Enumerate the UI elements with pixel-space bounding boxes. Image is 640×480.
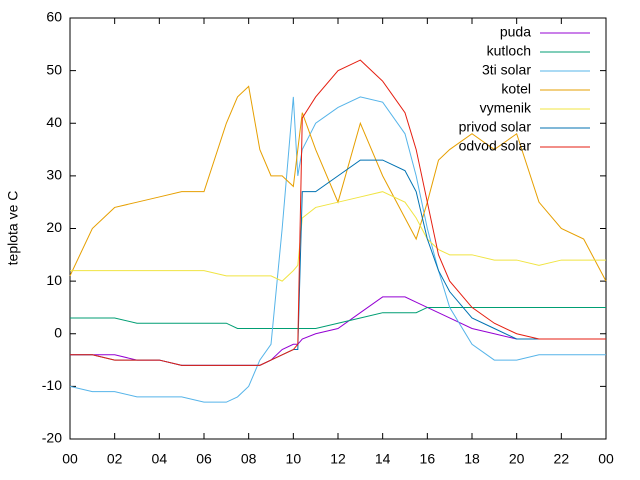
series-line	[70, 191, 606, 282]
x-tick-label: 18	[464, 451, 480, 467]
y-tick-label: 60	[46, 9, 62, 25]
x-tick-label: 14	[375, 451, 391, 467]
series-line	[70, 159, 606, 366]
series-line	[70, 306, 606, 329]
y-axis-label: teplota ve C	[5, 191, 21, 266]
x-tick-label: 10	[286, 451, 302, 467]
legend-label: privod solar	[459, 119, 532, 135]
legend-label: 3ti solar	[482, 62, 531, 78]
y-tick-label: 30	[46, 167, 62, 183]
legend-label: odvod solar	[459, 138, 532, 154]
x-tick-label: 12	[330, 451, 346, 467]
legend-label: kotel	[501, 81, 531, 97]
x-tick-label: 04	[152, 451, 168, 467]
legend-label: puda	[500, 24, 531, 40]
plot-frame	[69, 17, 607, 440]
x-tick-label: 02	[107, 451, 123, 467]
x-tick-label: 16	[420, 451, 436, 467]
y-tick-label: 0	[54, 324, 62, 340]
x-tick-label: 22	[554, 451, 570, 467]
y-tick-label: 50	[46, 61, 62, 77]
x-tick-label: 20	[509, 451, 525, 467]
x-tick-label: 00	[62, 451, 78, 467]
legend-label: kutloch	[487, 43, 531, 59]
series-line	[69, 85, 607, 282]
y-tick-label: 40	[46, 114, 62, 130]
y-tick-label: 20	[46, 219, 62, 235]
y-tick-label: -20	[42, 430, 62, 446]
y-tick-label: -10	[42, 377, 62, 393]
legend-label: vymenik	[480, 100, 532, 116]
x-tick-label: 00	[598, 451, 614, 467]
series-line	[70, 59, 606, 366]
x-tick-label: 08	[241, 451, 257, 467]
y-tick-label: 10	[46, 272, 62, 288]
series-line	[69, 96, 606, 403]
x-tick-label: 06	[196, 451, 212, 467]
